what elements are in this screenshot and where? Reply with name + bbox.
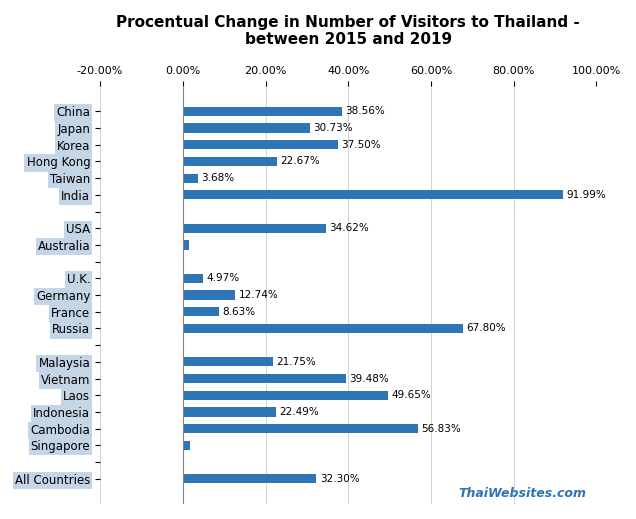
Bar [183, 357, 273, 366]
Text: 22.49%: 22.49% [279, 407, 319, 417]
Text: 21.75%: 21.75% [276, 357, 316, 367]
Bar [183, 224, 326, 233]
Bar [183, 124, 310, 133]
Text: 34.62%: 34.62% [329, 223, 369, 233]
Text: 56.83%: 56.83% [421, 424, 461, 434]
Bar [183, 140, 338, 149]
Bar [183, 307, 219, 316]
Bar [183, 424, 418, 433]
Text: 49.65%: 49.65% [391, 390, 431, 400]
Bar [183, 474, 316, 483]
Bar [183, 190, 563, 199]
Text: 39.48%: 39.48% [349, 374, 389, 384]
Bar [183, 240, 189, 250]
Text: 12.74%: 12.74% [238, 290, 279, 300]
Bar [183, 391, 388, 400]
Bar [183, 374, 346, 383]
Bar [183, 274, 204, 283]
Text: 30.73%: 30.73% [313, 123, 353, 133]
Text: 67.80%: 67.80% [467, 323, 506, 333]
Title: Procentual Change in Number of Visitors to Thailand -
between 2015 and 2019: Procentual Change in Number of Visitors … [116, 15, 580, 47]
Text: 22.67%: 22.67% [280, 156, 320, 167]
Text: ThaiWebsites.com: ThaiWebsites.com [459, 487, 586, 500]
Bar [183, 324, 463, 333]
Text: 91.99%: 91.99% [567, 190, 606, 200]
Text: 38.56%: 38.56% [345, 106, 385, 116]
Text: 4.97%: 4.97% [207, 274, 240, 283]
Bar [183, 407, 276, 417]
Bar [183, 107, 342, 116]
Text: 3.68%: 3.68% [202, 173, 235, 183]
Text: 37.50%: 37.50% [341, 140, 381, 149]
Bar [183, 291, 235, 299]
Bar [183, 173, 198, 183]
Text: 32.30%: 32.30% [320, 474, 359, 484]
Text: 8.63%: 8.63% [222, 307, 255, 317]
Bar [183, 157, 277, 166]
Bar [183, 441, 190, 450]
